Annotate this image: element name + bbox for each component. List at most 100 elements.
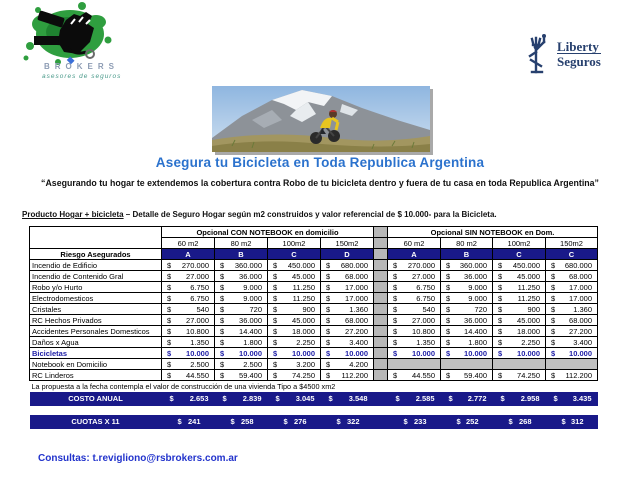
value: $276 <box>270 417 319 426</box>
product-line: Producto Hogar + bicicleta – Detalle de … <box>22 210 497 219</box>
currency-symbol: $ <box>167 359 172 369</box>
coverage-value: $10.000 <box>545 347 598 359</box>
coverage-value: $10.000 <box>440 347 493 359</box>
amount: 17.000 <box>345 293 368 303</box>
amount: 360.000 <box>234 260 262 270</box>
value: $450.000 <box>495 261 543 270</box>
coverage-value: $11.250 <box>267 292 321 304</box>
coverage-value: $1.800 <box>440 336 493 348</box>
amount: 10.000 <box>292 348 315 358</box>
total-value: $2.958 <box>492 391 546 406</box>
currency-symbol: $ <box>167 337 172 347</box>
amount: 2.250 <box>521 337 540 347</box>
coverage-value: $2.500 <box>161 358 215 370</box>
size-header: 100m2 <box>492 237 546 249</box>
risk-row: RC Hechos Privados $27.000 $36.000 $45.000 $… <box>29 314 598 326</box>
coverage-value: $36.000 <box>440 270 493 282</box>
coverage-value: $9.000 <box>214 292 268 304</box>
currency-symbol: $ <box>393 260 398 270</box>
amount: 252 <box>465 417 479 426</box>
value: $2.772 <box>443 394 491 403</box>
value: $680.000 <box>323 261 371 270</box>
table-section-divider <box>373 303 388 315</box>
table-section-divider <box>373 259 388 271</box>
currency-symbol: $ <box>326 315 331 325</box>
currency-symbol: $ <box>393 304 398 314</box>
value: $44.550 <box>164 371 212 380</box>
coverage-value: $10.800 <box>161 325 215 337</box>
total-value: $252 <box>440 414 493 429</box>
coverage-value: $45.000 <box>492 270 546 282</box>
currency-symbol: $ <box>336 417 341 426</box>
currency-symbol: $ <box>326 326 331 336</box>
coverage-value: $11.250 <box>267 281 321 293</box>
amount: 112.200 <box>565 370 592 380</box>
total-value: $233 <box>387 414 441 429</box>
amount: 2.772 <box>467 394 487 403</box>
amount: 10.000 <box>186 348 209 358</box>
coverage-value: $36.000 <box>440 314 493 326</box>
product-description: – Detalle de Seguro Hogar según m2 const… <box>123 210 497 219</box>
coverage-value: $1.360 <box>320 303 374 315</box>
amount: 10.000 <box>239 348 262 358</box>
not-applicable-cell <box>440 358 493 370</box>
currency-symbol: $ <box>230 417 235 426</box>
coverage-value: $14.400 <box>214 325 268 337</box>
currency-symbol: $ <box>500 394 505 403</box>
amount: 9.000 <box>243 293 262 303</box>
value: $3.548 <box>323 394 372 403</box>
amount: 45.000 <box>517 271 540 281</box>
currency-symbol: $ <box>220 326 225 336</box>
currency-symbol: $ <box>220 348 225 358</box>
amount: 258 <box>240 417 254 426</box>
currency-symbol: $ <box>393 282 398 292</box>
pricing-table-wrap: Opcional CON NOTEBOOK en domicilio Opcion… <box>29 226 598 429</box>
rs-brokers-tagline: asesores de seguros <box>42 73 122 80</box>
currency-symbol: $ <box>403 417 408 426</box>
currency-symbol: $ <box>551 271 556 281</box>
hand-cursor-icon <box>34 10 95 59</box>
plan-letter: B <box>440 248 493 260</box>
risk-row: Robo y/o Hurto $6.750 $9.000 $11.250 $17.000… <box>29 281 598 293</box>
risk-label: Incendio de Edificio <box>29 259 162 271</box>
value: $18.000 <box>495 327 543 336</box>
amount: 112.200 <box>341 370 368 380</box>
coverage-value: $900 <box>267 303 321 315</box>
value: $10.800 <box>164 327 212 336</box>
currency-symbol: $ <box>551 348 556 358</box>
amount: 44.550 <box>412 370 435 380</box>
value: $112.200 <box>548 371 595 380</box>
value: $270.000 <box>390 261 438 270</box>
amount: 3.400 <box>349 337 368 347</box>
liberty-line2: Seguros <box>557 53 601 69</box>
total-value: $3.548 <box>320 391 374 406</box>
value: $44.550 <box>390 371 438 380</box>
amount: 3.400 <box>573 337 592 347</box>
amount: 27.200 <box>569 326 592 336</box>
currency-symbol: $ <box>508 417 513 426</box>
currency-symbol: $ <box>393 337 398 347</box>
value: $312 <box>548 417 596 426</box>
coverage-value: $68.000 <box>545 314 598 326</box>
currency-symbol: $ <box>167 271 172 281</box>
currency-symbol: $ <box>498 370 503 380</box>
value: $45.000 <box>495 316 543 325</box>
amount: 74.250 <box>292 370 315 380</box>
coverage-value: $270.000 <box>161 259 215 271</box>
amount: 17.000 <box>569 293 592 303</box>
currency-symbol: $ <box>275 394 280 403</box>
size-header: 150m2 <box>545 237 598 249</box>
currency-symbol: $ <box>393 370 398 380</box>
coverage-value: $450.000 <box>492 259 546 271</box>
amount: 17.000 <box>569 282 592 292</box>
value: $2.500 <box>164 360 212 369</box>
currency-symbol: $ <box>551 337 556 347</box>
coverage-value: $68.000 <box>545 270 598 282</box>
currency-symbol: $ <box>446 271 451 281</box>
divider-navy <box>373 391 388 406</box>
amount: 4.200 <box>349 359 368 369</box>
coverage-value: $3.400 <box>545 336 598 348</box>
liberty-line1: Liberty <box>557 39 599 54</box>
value: $14.400 <box>443 327 490 336</box>
coverage-value: $17.000 <box>545 281 598 293</box>
